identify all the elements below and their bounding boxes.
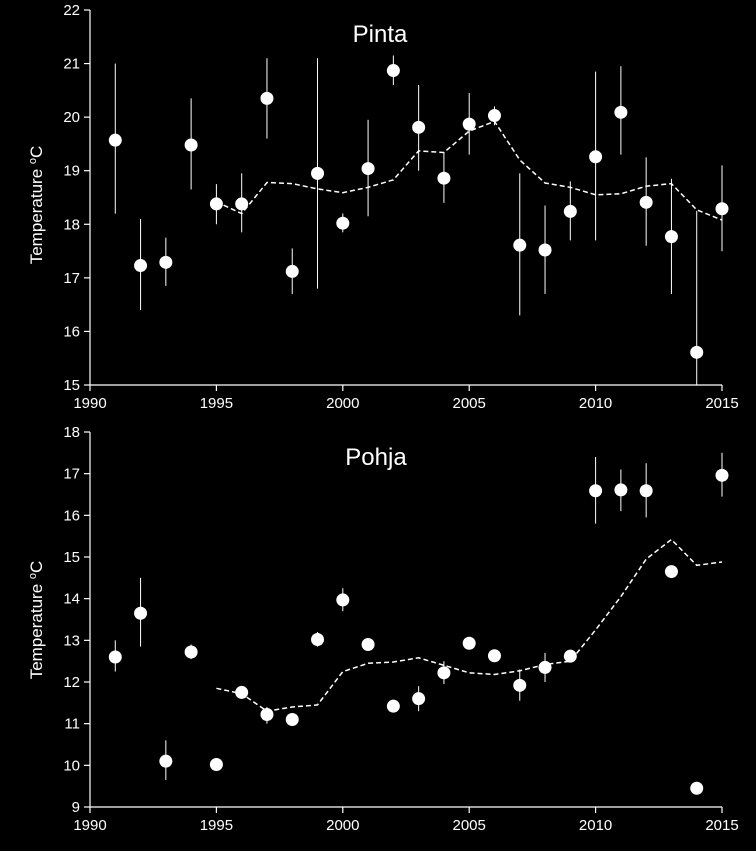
- pohja-y-tick-label: 17: [63, 466, 80, 483]
- pinta-data-point: [235, 197, 249, 211]
- pinta-data-point: [285, 264, 299, 278]
- pohja-data-point: [589, 484, 603, 498]
- pohja-trend: [216, 538, 723, 712]
- pinta-y-tick-label: 15: [63, 377, 80, 394]
- pohja-data-point: [664, 565, 678, 579]
- pinta-points: [108, 64, 729, 359]
- pinta-panel: Pinta Temperature oC 15 16 17 18 19 20 21 22 19…: [27, 2, 739, 412]
- pohja-data-point: [462, 636, 476, 650]
- pohja-data-point: [209, 758, 223, 771]
- pohja-data-point: [513, 678, 527, 692]
- pinta-data-point: [563, 204, 577, 218]
- pohja-data-point: [437, 666, 451, 680]
- pinta-data-point: [159, 255, 173, 269]
- pohja-y-tick-label: 13: [63, 632, 80, 649]
- pinta-x-tick-label: 2015: [705, 395, 738, 412]
- pohja-data-point: [285, 713, 299, 726]
- pinta-data-point: [108, 133, 122, 147]
- pohja-points: [108, 468, 729, 795]
- pohja-y-tick-label: 11: [64, 716, 80, 733]
- pinta-data-point: [184, 138, 198, 152]
- pohja-data-point: [386, 699, 400, 713]
- pohja-data-point: [487, 649, 501, 663]
- pohja-y-tick-label: 18: [63, 424, 80, 441]
- pinta-y-tick-label: 17: [63, 270, 80, 287]
- pohja-x-tick-label: 2015: [705, 817, 738, 834]
- pinta-data-point: [361, 162, 375, 176]
- pinta-x-tick-label: 2005: [453, 395, 486, 412]
- pinta-data-point: [437, 171, 451, 185]
- pinta-data-point: [209, 197, 223, 211]
- pinta-x-tick-label: 2010: [579, 395, 612, 412]
- pinta-data-point: [664, 230, 678, 244]
- pohja-data-point: [159, 754, 173, 768]
- pinta-y-tick-label: 16: [63, 323, 80, 340]
- pinta-data-point: [386, 64, 400, 78]
- pinta-trend: [216, 120, 723, 221]
- pinta-axes: [89, 10, 722, 386]
- pinta-data-point: [639, 195, 653, 209]
- pinta-title: Pinta: [353, 21, 408, 48]
- pinta-data-point: [462, 117, 476, 131]
- pinta-y-tick-label: 20: [63, 109, 80, 126]
- pinta-trend-line: [216, 120, 723, 221]
- pinta-y-axis-label: Temperature oC: [27, 146, 46, 265]
- pinta-data-point: [538, 243, 552, 257]
- pinta-x-ticks: 1990 1995 2000 2005 2010 2015: [73, 385, 739, 412]
- pinta-data-point: [336, 216, 350, 230]
- pohja-y-axis-label: Temperature oC: [27, 561, 46, 680]
- pinta-x-tick-label: 1990: [73, 395, 106, 412]
- pinta-data-point: [715, 202, 729, 216]
- pohja-data-point: [336, 593, 350, 607]
- pohja-x-tick-label: 2000: [326, 817, 359, 834]
- pinta-data-point: [311, 166, 325, 180]
- pohja-data-point: [538, 660, 552, 674]
- pohja-trend-line: [216, 538, 723, 712]
- pinta-data-point: [690, 345, 704, 359]
- pohja-data-point: [235, 685, 249, 699]
- pohja-data-point: [715, 468, 729, 482]
- pinta-data-point: [589, 150, 603, 164]
- pinta-y-tick-label: 18: [63, 216, 80, 233]
- pinta-y-ticks: 15 16 17 18 19 20 21 22: [63, 2, 90, 394]
- pohja-y-tick-label: 15: [63, 549, 80, 566]
- pohja-data-point: [412, 692, 426, 706]
- pohja-data-point: [361, 638, 375, 651]
- pinta-data-point: [487, 109, 501, 123]
- pohja-y-tick-label: 10: [63, 757, 80, 774]
- pinta-data-point: [614, 105, 628, 119]
- pinta-data-point: [513, 238, 527, 252]
- pohja-x-tick-label: 1995: [200, 817, 233, 834]
- pohja-data-point: [639, 484, 653, 498]
- pohja-x-tick-label: 2010: [579, 817, 612, 834]
- pohja-data-point: [614, 483, 628, 497]
- pohja-data-point: [260, 708, 274, 721]
- pohja-x-tick-label: 1990: [73, 817, 106, 834]
- pohja-data-point: [563, 649, 577, 663]
- pohja-title: Pohja: [345, 444, 407, 471]
- pohja-data-point: [311, 633, 325, 646]
- pohja-data-point: [134, 606, 148, 620]
- pinta-x-tick-label: 1995: [200, 395, 233, 412]
- pohja-x-ticks: 1990 1995 2000 2005 2010 2015: [73, 807, 739, 834]
- pohja-axes: [89, 432, 722, 808]
- pinta-x-tick-label: 2000: [326, 395, 359, 412]
- pohja-data-point: [690, 781, 704, 795]
- pinta-y-tick-label: 21: [63, 56, 80, 73]
- pohja-x-tick-label: 2005: [453, 817, 486, 834]
- pohja-data-point: [184, 645, 198, 659]
- pohja-data-point: [108, 650, 122, 664]
- pohja-y-tick-label: 14: [63, 591, 80, 608]
- pinta-data-point: [260, 91, 274, 105]
- pinta-data-point: [412, 120, 426, 134]
- pohja-y-tick-label: 16: [63, 507, 80, 524]
- pohja-panel: Pohja Temperature oC 9 10 11 12 13 14 15 16 17 18…: [27, 424, 739, 834]
- pohja-y-tick-label: 12: [63, 674, 80, 691]
- pohja-y-ticks: 9 10 11 12 13 14 15 16 17 18: [63, 424, 90, 816]
- pinta-y-tick-label: 22: [63, 2, 80, 19]
- pinta-data-point: [134, 259, 148, 273]
- pohja-y-tick-label: 9: [72, 799, 80, 816]
- pinta-y-tick-label: 19: [63, 163, 80, 180]
